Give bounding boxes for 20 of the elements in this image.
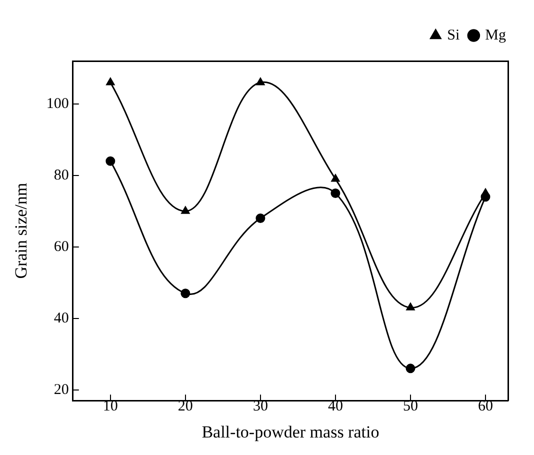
x-axis-title: Ball-to-powder mass ratio [202, 422, 380, 442]
point [106, 156, 116, 166]
point [330, 188, 340, 198]
point [181, 206, 190, 214]
point [256, 214, 266, 224]
point [180, 288, 190, 298]
y-tick-label: 60 [54, 238, 69, 255]
y-tick-label: 80 [54, 167, 69, 184]
point [256, 78, 265, 86]
y-tick-label: 40 [54, 310, 69, 326]
y-axis-title: Grain size/nm [12, 182, 31, 279]
y-tick-label: 100 [46, 96, 69, 112]
point [406, 302, 415, 310]
point [406, 364, 416, 374]
y-tick-label: 20 [54, 382, 69, 398]
legend-label: Mg [485, 27, 506, 44]
legend-label: Si [447, 27, 460, 44]
point [481, 188, 490, 196]
point [106, 78, 115, 86]
point [331, 174, 340, 182]
